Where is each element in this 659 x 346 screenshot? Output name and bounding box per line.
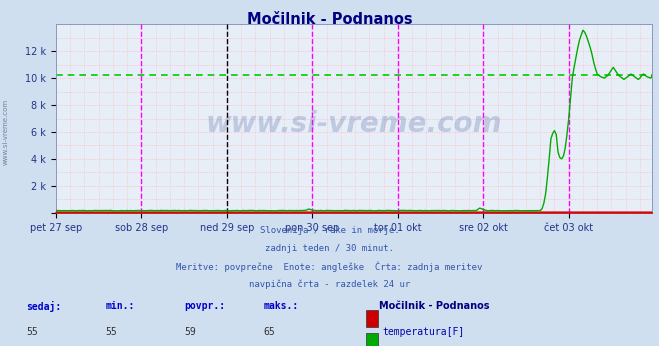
Text: 65: 65 [264,327,275,337]
Bar [366,333,378,346]
Text: 55: 55 [26,327,38,337]
Text: 59: 59 [185,327,196,337]
Text: Močilnik - Podnanos: Močilnik - Podnanos [379,301,490,311]
Text: min.:: min.: [105,301,135,311]
Text: 55: 55 [105,327,117,337]
Text: Močilnik - Podnanos: Močilnik - Podnanos [246,12,413,27]
Text: navpična črta - razdelek 24 ur: navpična črta - razdelek 24 ur [249,280,410,289]
Text: www.si-vreme.com: www.si-vreme.com [2,98,9,165]
Text: Meritve: povprečne  Enote: angleške  Črta: zadnja meritev: Meritve: povprečne Enote: angleške Črta:… [177,262,482,272]
Text: povpr.:: povpr.: [185,301,225,311]
Text: temperatura[F]: temperatura[F] [382,327,465,337]
Text: maks.:: maks.: [264,301,299,311]
Bar [366,310,378,327]
Text: Slovenija / reke in morje.: Slovenija / reke in morje. [260,226,399,235]
Text: www.si-vreme.com: www.si-vreme.com [206,110,502,138]
Text: sedaj:: sedaj: [26,301,61,312]
Text: zadnji teden / 30 minut.: zadnji teden / 30 minut. [265,244,394,253]
